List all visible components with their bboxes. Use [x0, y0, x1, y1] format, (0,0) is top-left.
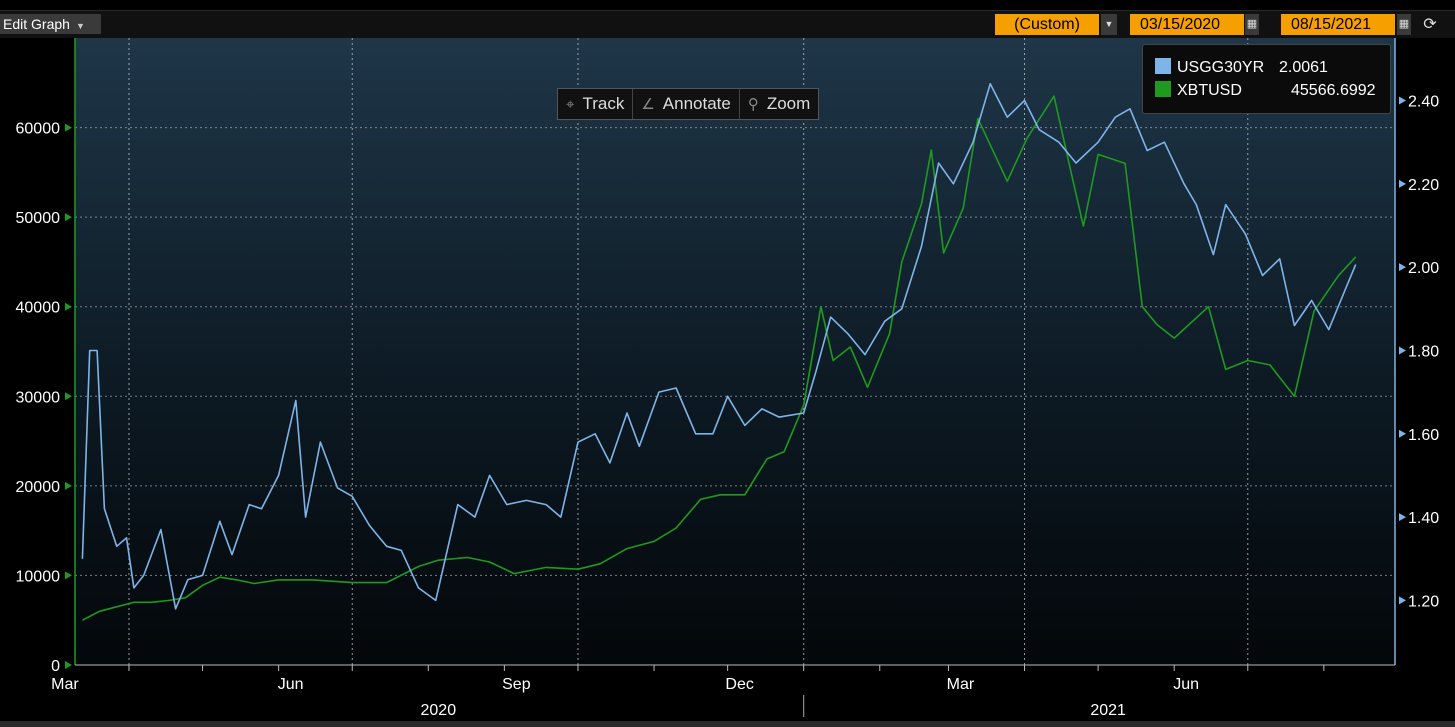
y-left-tick-label: 10000: [16, 568, 61, 585]
status-strip: [0, 721, 1455, 727]
y-right-tick-marker: [1399, 179, 1406, 188]
magnifier-icon: ⚲: [747, 96, 759, 113]
y-left-tick-marker: [65, 123, 72, 132]
edit-graph-button[interactable]: Edit Graph ▼: [0, 14, 101, 34]
x-tick-label: Jun: [278, 676, 304, 693]
refresh-icon[interactable]: ⟳: [1423, 16, 1437, 33]
period-select[interactable]: (Custom): [995, 14, 1099, 35]
x-tick-label: Dec: [725, 676, 753, 693]
track-tool[interactable]: ⌖ Track: [558, 89, 634, 119]
y-left-tick-marker: [65, 481, 72, 490]
y-right-tick-label: 1.60: [1408, 427, 1439, 444]
chevron-down-icon[interactable]: ▼: [1101, 14, 1117, 35]
edit-graph-label: Edit Graph: [3, 16, 70, 32]
chevron-down-icon: ▼: [75, 21, 85, 31]
y-left-tick-label: 20000: [16, 479, 61, 496]
series-line-xbtusd: [82, 95, 1357, 621]
y-right-tick-label: 2.40: [1408, 93, 1439, 110]
zoom-tool[interactable]: ⚲ Zoom: [740, 89, 818, 119]
legend-label: XBTUSD: [1177, 82, 1242, 99]
y-left-tick-label: 0: [51, 658, 60, 675]
x-year-label: 2021: [1090, 702, 1126, 719]
legend-label: USGG30YR: [1177, 59, 1265, 76]
y-right-tick-label: 1.80: [1408, 343, 1439, 360]
legend-item-usgg30yr[interactable]: USGG30YR 2.0061: [1155, 57, 1328, 79]
y-left-tick-label: 60000: [16, 121, 61, 138]
chart-area: 0 10000 20000 30000 40000 50000 60000 1.20 1.40 1…: [16, 38, 1439, 719]
gridlines: [75, 38, 1395, 665]
annotate-tool[interactable]: ∠ Annotate: [633, 89, 740, 119]
crosshair-icon: ⌖: [566, 96, 575, 113]
calendar-icon[interactable]: ▦: [1397, 14, 1411, 35]
y-right-tick-label: 2.00: [1408, 260, 1439, 277]
y-left-tick-label: 40000: [16, 300, 61, 317]
y-right-tick-marker: [1399, 346, 1406, 355]
chart-legend: USGG30YR 2.0061 XBTUSD 45566.6992: [1142, 44, 1391, 114]
y-left-tick-marker: [65, 213, 72, 222]
y-right-tick-marker: [1399, 513, 1406, 522]
legend-swatch: [1155, 58, 1171, 74]
y-right-tick-label: 2.20: [1408, 177, 1439, 194]
x-year-label: 2020: [421, 702, 457, 719]
track-label: Track: [582, 94, 625, 113]
x-tick-label: Mar: [947, 676, 975, 693]
annotate-label: Annotate: [662, 94, 731, 113]
plot-background: [75, 38, 1395, 665]
series-line-usgg30yr: [81, 83, 1357, 610]
end-date-field[interactable]: 08/15/2021: [1281, 14, 1395, 35]
y-right-tick-marker: [1399, 596, 1406, 605]
axes: 0 10000 20000 30000 40000 50000 60000 1.20 1.40 1…: [16, 38, 1439, 719]
x-tick-label: Mar: [51, 676, 79, 693]
y-left-tick-marker: [65, 302, 72, 311]
y-right-tick-label: 1.40: [1408, 510, 1439, 527]
zoom-label: Zoom: [766, 94, 811, 113]
chart-tools: ⌖ Track ∠ Annotate ⚲ Zoom: [557, 88, 820, 120]
legend-value: 45566.6992: [1291, 82, 1376, 99]
legend-item-xbtusd[interactable]: XBTUSD 45566.6992: [1155, 80, 1376, 102]
legend-value: 2.0061: [1279, 59, 1328, 76]
y-left-tick-marker: [65, 661, 72, 669]
calendar-icon[interactable]: ▦: [1245, 14, 1259, 35]
y-right-tick-label: 1.20: [1408, 593, 1439, 610]
y-right-tick-marker: [1399, 96, 1406, 105]
x-tick-label: Sep: [502, 676, 531, 693]
y-left-tick-marker: [65, 392, 72, 401]
start-date-field[interactable]: 03/15/2020: [1130, 14, 1244, 35]
y-left-tick-marker: [65, 571, 72, 580]
y-right-tick-marker: [1399, 263, 1406, 272]
legend-swatch: [1155, 81, 1171, 97]
series-lines: [81, 83, 1357, 621]
y-left-tick-label: 30000: [16, 389, 61, 406]
y-left-tick-label: 50000: [16, 210, 61, 227]
pencil-icon: ∠: [641, 96, 655, 113]
x-tick-label: Jun: [1173, 676, 1199, 693]
y-right-tick-marker: [1399, 429, 1406, 438]
